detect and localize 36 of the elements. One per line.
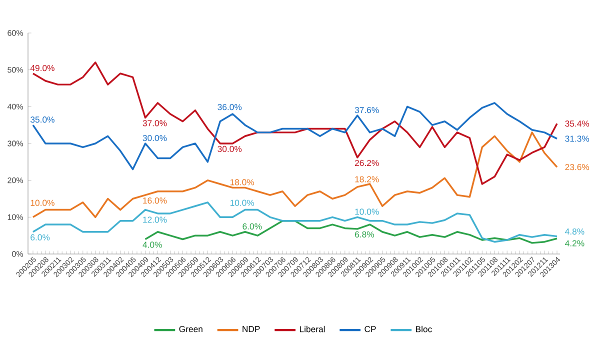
data-label: 23.6% [565, 164, 590, 170]
y-tick-label: 0% [12, 251, 24, 258]
data-label: 30.0% [142, 135, 167, 142]
data-label: 18.0% [230, 179, 254, 186]
y-tick-label: 50% [8, 67, 24, 73]
data-label: 35.4% [565, 120, 590, 127]
data-label: 30.0% [218, 146, 242, 152]
legend-label: Liberal [300, 326, 325, 332]
data-label: 10.0% [30, 200, 54, 206]
data-label: 4.8% [565, 228, 584, 235]
data-label: 31.3% [565, 136, 590, 142]
y-tick-label: 30% [8, 140, 24, 147]
data-label: 10.0% [355, 208, 379, 215]
data-label: 36.0% [218, 104, 242, 110]
data-label: 18.2% [355, 176, 379, 183]
data-label: 37.6% [354, 107, 379, 114]
legend-label: CP [364, 326, 376, 332]
y-tick-label: 20% [8, 178, 24, 184]
data-label: 26.2% [355, 160, 379, 166]
data-label: 49.0% [30, 65, 54, 72]
legend-label: Green [179, 326, 202, 332]
data-label: 6.0% [242, 224, 262, 230]
data-label: 4.0% [142, 242, 162, 248]
y-tick-label: 60% [8, 30, 24, 36]
legend-label: NDP [242, 326, 260, 332]
data-label: 12.0% [143, 216, 167, 224]
data-label: 6.0% [30, 234, 50, 241]
y-tick-label: 40% [7, 104, 24, 110]
data-label: 4.2% [565, 240, 584, 247]
data-label: 10.0% [230, 200, 254, 206]
y-tick-label: 10% [8, 214, 24, 220]
data-label: 35.0% [30, 116, 54, 123]
data-label: 37.0% [142, 120, 167, 126]
legend-label: Bloc [416, 326, 432, 332]
data-label: 6.8% [355, 232, 374, 238]
data-label: 16.0% [143, 198, 167, 204]
